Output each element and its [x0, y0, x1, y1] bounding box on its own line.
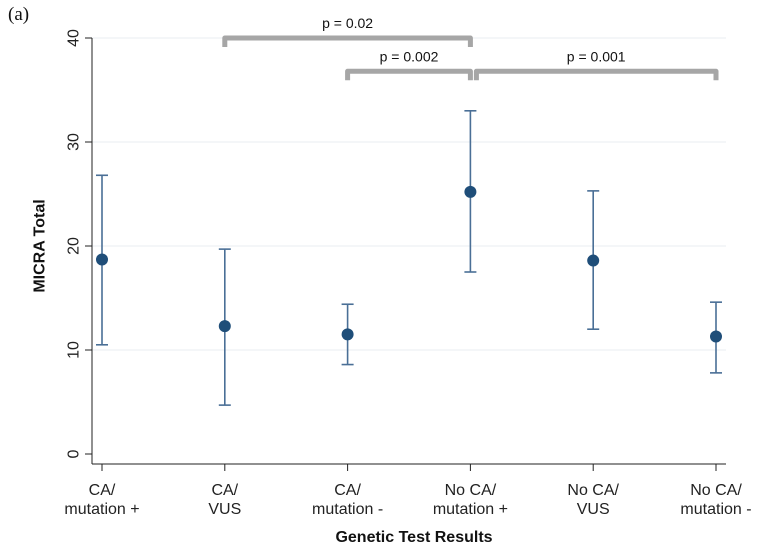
- x-tick-label-line: CA/: [89, 482, 116, 499]
- p-value-label-0: p = 0.02: [322, 15, 373, 31]
- x-tick-label-line: mutation +: [64, 501, 139, 518]
- x-tick-label-4: No CA/VUS: [567, 482, 619, 518]
- x-tick-label-line: No CA/: [690, 482, 742, 499]
- significance-bracket-0: [222, 35, 473, 47]
- x-tick-label-2: CA/mutation -: [312, 482, 383, 518]
- p-value-label-1: p = 0.002: [380, 48, 439, 64]
- data-point-4: [587, 254, 600, 267]
- data-point-0: [96, 253, 108, 266]
- y-axis-title: MICRA Total: [32, 199, 49, 292]
- x-tick-label-0: CA/mutation +: [64, 482, 139, 518]
- x-tick-label-5: No CA/mutation -: [680, 482, 751, 518]
- x-tick-label-line: No CA/: [445, 482, 497, 499]
- y-tick-label-0: 0: [66, 449, 83, 458]
- x-tick-label-line: CA/: [211, 482, 238, 499]
- x-tick-label-line: CA/: [334, 482, 361, 499]
- data-point-3: [464, 185, 477, 198]
- x-axis-title: Genetic Test Results: [335, 529, 492, 546]
- x-tick-label-line: mutation -: [680, 501, 751, 518]
- x-tick-label-line: mutation +: [433, 501, 508, 518]
- data-point-5: [710, 330, 722, 343]
- p-value-label-2: p = 0.001: [567, 48, 626, 64]
- x-tick-label-line: VUS: [208, 501, 241, 518]
- data-point-1: [218, 320, 231, 333]
- panel-label: (a): [8, 4, 30, 25]
- y-tick-label-30: 30: [66, 133, 83, 151]
- y-tick-label-10: 10: [66, 341, 83, 359]
- x-tick-label-line: No CA/: [567, 482, 619, 499]
- x-tick-label-line: VUS: [577, 501, 610, 518]
- x-tick-label-3: No CA/mutation +: [433, 482, 508, 518]
- y-tick-label-40: 40: [66, 29, 83, 47]
- significance-bracket-1: [345, 68, 473, 81]
- significance-bracket-2: [473, 68, 719, 81]
- data-point-2: [341, 328, 354, 341]
- y-tick-label-20: 20: [66, 237, 83, 255]
- x-tick-label-line: mutation -: [312, 501, 383, 518]
- x-tick-label-1: CA/VUS: [208, 482, 241, 518]
